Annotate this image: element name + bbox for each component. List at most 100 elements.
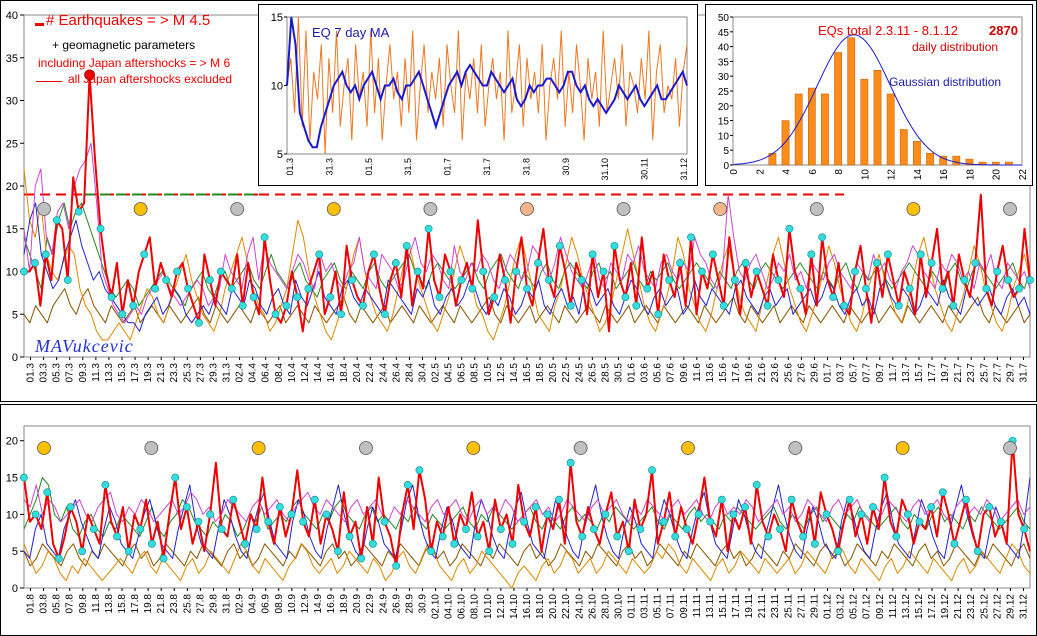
dist-y-tick-label: 25 [718,87,730,98]
data-point [648,466,656,475]
dist-bar [899,129,908,166]
x-tick-label: 04.5 [444,363,455,383]
data-point [636,525,645,533]
y-tick-label: 15 [6,473,18,485]
x-tick-label: 07.12 [862,594,873,619]
moon-marker-grey [573,441,588,455]
data-point [31,259,39,267]
x-tick-label: 03.3 [39,363,50,383]
data-point [730,276,739,284]
data-point [54,554,63,563]
moon-marker-grey [359,441,373,455]
x-tick-label: 11.8 [91,594,102,613]
x-tick-label: 13.11 [705,594,716,619]
data-point [66,503,75,511]
data-point [63,276,72,284]
dist-bar [939,155,948,166]
dist-y-tick-label: 15 [718,117,730,128]
x-tick-label: 06.5 [457,363,468,383]
x-tick-label: 03.7 [836,363,847,383]
x-tick-label: 05.3 [52,363,63,383]
data-point [905,284,914,293]
dist-x-tick-label: 2 [755,169,766,175]
data-point [413,267,422,276]
data-point [1026,276,1034,284]
x-tick-label: 09.8 [78,594,89,614]
x-tick-label: 09.7 [875,363,886,383]
y-tick-label: 10 [6,267,18,279]
x-tick-label: 22.9 [365,594,376,614]
data-point [162,276,171,284]
x-tick-label: 11.11 [692,594,703,618]
x-tick-label: 03.6 [640,363,651,383]
data-point [282,301,291,310]
data-point [962,495,970,504]
data-point [101,481,110,489]
data-point [589,525,598,533]
x-tick-label: 31.7 [1018,363,1029,383]
x-tick-label: 21.12 [953,594,964,619]
data-point [610,241,619,250]
data-point [555,495,563,504]
x-tick-label: 09.12 [875,594,886,619]
moon-marker-orange [251,441,266,455]
data-point [880,473,889,482]
data-point [950,539,959,548]
ma-x-tick-label: 01.3 [285,158,295,176]
x-tick-label: 05.7 [849,363,860,383]
data-point [322,510,331,519]
dist-bar [781,120,790,166]
x-tick-label: 10.10 [483,594,494,619]
data-point [698,267,706,276]
x-tick-label: 19.8 [143,594,154,614]
x-tick-label: 24.4 [378,363,389,383]
dist-bar [847,37,856,166]
x-tick-label: 04.9 [248,594,259,614]
data-point [473,532,482,541]
moon-marker-grey [37,202,51,216]
ma-inset-chart: 5 10 15 01.3 31.3 01.5 31.5 01.7 31.7 31.8 30.9 31.… [271,12,689,181]
dist-bar [794,93,803,166]
data-point [136,525,145,533]
dist-bar [926,152,934,166]
data-point [599,267,608,276]
data-point [113,532,121,541]
data-point [402,241,411,250]
dist-x-tick-label: 18 [965,169,976,181]
ma-y-tick-label: 10 [271,81,283,93]
data-point [415,466,424,475]
x-tick-label: 28.5 [600,363,611,383]
data-point [403,481,412,489]
data-point [776,525,784,533]
data-point [182,503,191,511]
data-point [369,539,377,548]
dist-x-tick-label: 14 [913,169,924,181]
x-tick-label: 11.7 [888,363,899,382]
dist-bar [965,158,974,166]
x-tick-label: 04.10 [444,594,455,619]
x-tick-label: 13.6 [705,363,716,383]
data-point [719,301,728,310]
data-point [938,488,947,497]
dist-x-tick-label: 4 [782,169,793,175]
x-tick-label: 29.7 [1005,363,1016,383]
data-point [683,525,691,533]
dist-y-tick-label: 30 [718,72,730,83]
data-point [520,517,528,526]
x-tick-label: 06.9 [261,594,272,614]
x-tick-label: 16.9 [326,594,337,614]
data-point [927,503,936,511]
data-point [359,301,367,310]
moon-marker-grey [144,441,159,455]
data-point [643,284,652,293]
data-point [741,503,749,511]
x-tick-label: 05.8 [52,594,63,614]
x-tick-label: 26.5 [587,363,598,383]
y-tick-label: 0 [12,352,18,364]
x-tick-label: 23.11 [770,594,781,619]
x-tick-label: 25.6 [783,363,794,383]
x-tick-label: 03.11 [640,594,651,619]
data-point [717,495,726,504]
x-tick-label: 29.3 [208,363,219,383]
x-tick-label: 30.10 [613,594,624,619]
